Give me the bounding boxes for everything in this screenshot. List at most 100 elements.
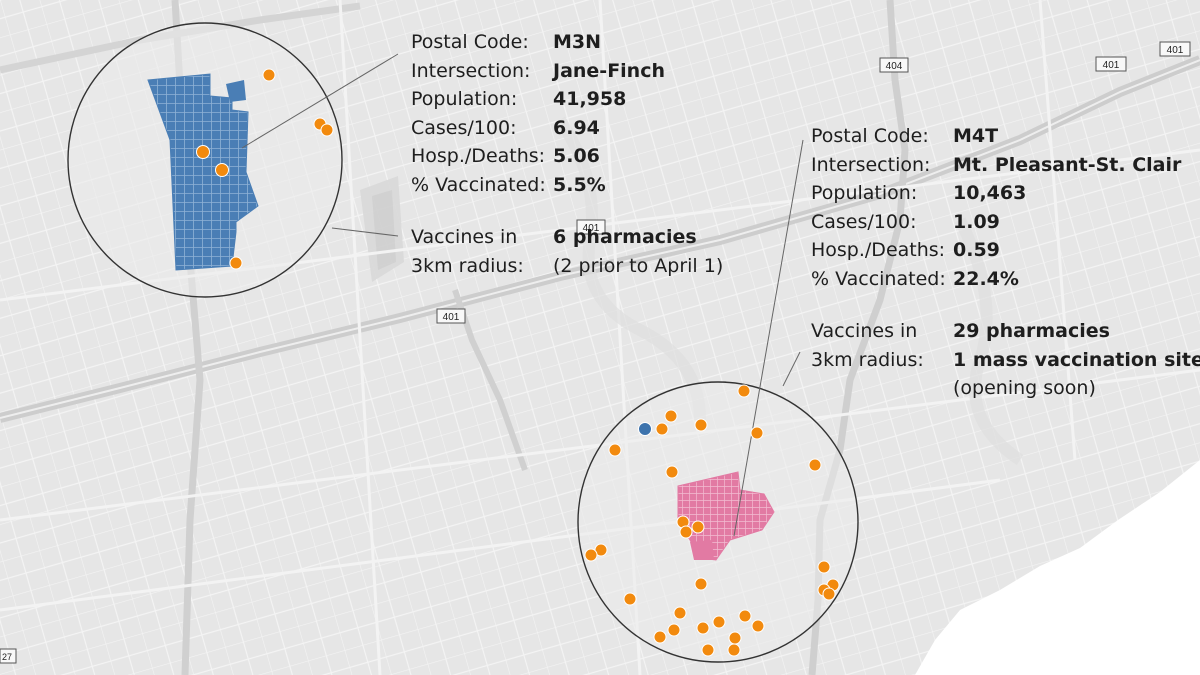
info-row-population: Population: 10,463	[811, 179, 1200, 208]
jane-finch-info-panel: Postal Code: M3N Intersection: Jane-Finc…	[411, 28, 723, 280]
pharmacy-marker	[673, 606, 687, 620]
info-label-spacer	[811, 374, 953, 403]
info-label: Population:	[411, 88, 518, 110]
pharmacy-marker	[728, 631, 742, 645]
mt-pleasant-region-annex	[690, 540, 714, 560]
pharmacy-marker	[738, 609, 752, 623]
hwy-401-shield: 401	[1095, 56, 1127, 72]
hwy-401-label: 401	[583, 223, 600, 234]
info-label: Cases/100:	[411, 116, 517, 139]
info-note: (2 prior to April 1)	[553, 254, 724, 277]
pharmacy-marker	[584, 548, 598, 562]
info-value: 6 pharmacies	[553, 226, 697, 248]
mass-vaccination-site-marker	[638, 422, 652, 436]
downsview-airport	[360, 176, 404, 282]
info-value: 10,463	[953, 182, 1027, 204]
info-label: Cases/100:	[811, 210, 917, 233]
hwy-27-label: 27	[2, 652, 12, 662]
info-label: Hosp./Deaths:	[811, 239, 946, 261]
info-row-postal-code: Postal Code: M3N	[411, 28, 723, 57]
info-value: 22.4%	[953, 267, 1019, 290]
hwy-404-shield: 404	[879, 57, 909, 73]
info-label: 3km radius:	[811, 348, 924, 371]
info-row-intersection: Intersection: Mt. Pleasant-St. Clair	[811, 151, 1200, 180]
info-label: Intersection:	[811, 153, 931, 176]
pharmacy-marker	[262, 68, 276, 82]
info-label: Postal Code:	[811, 125, 929, 147]
hwy-27-shield: 27	[0, 648, 17, 664]
info-value: Jane-Finch	[553, 59, 665, 82]
info-row-cases: Cases/100: 6.94	[411, 114, 723, 143]
info-row-hosp-deaths: Hosp./Deaths: 0.59	[811, 236, 1200, 265]
pharmacy-marker	[655, 422, 669, 436]
info-label: Population:	[811, 182, 918, 204]
hwy-401-label: 401	[443, 312, 460, 323]
jane-finch-region	[147, 73, 259, 271]
info-row-opening: (opening soon)	[811, 374, 1200, 403]
info-label: % Vaccinated:	[811, 267, 946, 290]
ravine	[555, 116, 706, 421]
pharmacy-marker	[608, 443, 622, 457]
info-value: M4T	[953, 125, 999, 147]
pharmacy-marker	[691, 520, 705, 534]
info-row-vaccinated: % Vaccinated: 22.4%	[811, 265, 1200, 294]
info-row-postal-code: Postal Code: M4T	[811, 122, 1200, 151]
mt-pleasant-pharmacies	[584, 384, 840, 657]
info-row-vaccines: Vaccines in 6 pharmacies	[411, 223, 723, 252]
info-row-vaccinated: % Vaccinated: 5.5%	[411, 171, 723, 200]
pharmacy-marker	[679, 525, 693, 539]
info-value: 29 pharmacies	[953, 320, 1110, 342]
hwy-404-label: 404	[886, 61, 903, 72]
pharmacy-marker	[664, 409, 678, 423]
pharmacy-marker	[320, 123, 334, 137]
info-value: M3N	[553, 31, 602, 53]
info-label: Postal Code:	[411, 31, 529, 53]
info-row-radius: 3km radius: (2 prior to April 1)	[411, 252, 723, 281]
pharmacy-marker	[667, 623, 681, 637]
hwy-401-shield: 401	[1159, 41, 1191, 57]
leader-line-mt-pleasant	[733, 139, 804, 537]
hwy-401-shield: 401	[576, 219, 606, 235]
info-label: Vaccines in	[411, 226, 518, 248]
info-label: Hosp./Deaths:	[411, 145, 546, 167]
pharmacy-marker	[665, 465, 679, 479]
pharmacy-marker	[822, 587, 836, 601]
info-value: 6.94	[553, 116, 600, 139]
pharmacy-marker	[712, 615, 726, 629]
info-row-hosp-deaths: Hosp./Deaths: 5.06	[411, 142, 723, 171]
info-row-intersection: Intersection: Jane-Finch	[411, 57, 723, 86]
jane-finch-region-annex	[226, 80, 246, 102]
hwy-401-label: 401	[1167, 45, 1184, 56]
pharmacy-marker	[623, 592, 637, 606]
jane-finch-pharmacies	[196, 68, 334, 270]
info-value: 1.09	[953, 210, 1000, 233]
pharmacy-marker	[701, 643, 715, 657]
leader-line-jane-finch-bottom	[331, 227, 399, 237]
info-row-vaccines: Vaccines in 29 pharmacies	[811, 317, 1200, 346]
pharmacy-marker	[696, 621, 710, 635]
pharmacy-marker	[808, 458, 822, 472]
info-row-radius: 3km radius: 1 mass vaccination site	[811, 346, 1200, 375]
info-row-population: Population: 41,958	[411, 85, 723, 114]
pharmacy-marker	[727, 643, 741, 657]
lake-ontario	[915, 460, 1200, 675]
info-label: % Vaccinated:	[411, 173, 546, 196]
info-value: Mt. Pleasant-St. Clair	[953, 153, 1182, 176]
pharmacy-marker	[653, 630, 667, 644]
info-label: Vaccines in	[811, 320, 918, 342]
info-value: 5.5%	[553, 173, 606, 196]
pharmacy-marker	[694, 577, 708, 591]
info-value: 41,958	[553, 88, 627, 110]
mt-pleasant-info-panel: Postal Code: M4T Intersection: Mt. Pleas…	[811, 122, 1200, 403]
hwy-401-shield: 401	[436, 308, 466, 324]
info-value: 5.06	[553, 145, 600, 167]
info-label: 3km radius:	[411, 254, 524, 277]
pharmacy-marker	[751, 619, 765, 633]
leader-line-jane-finch	[241, 53, 399, 149]
pharmacy-marker	[196, 145, 210, 159]
pharmacy-marker	[229, 256, 243, 270]
info-value: 0.59	[953, 239, 1000, 261]
hwy-401-label: 401	[1103, 60, 1120, 71]
